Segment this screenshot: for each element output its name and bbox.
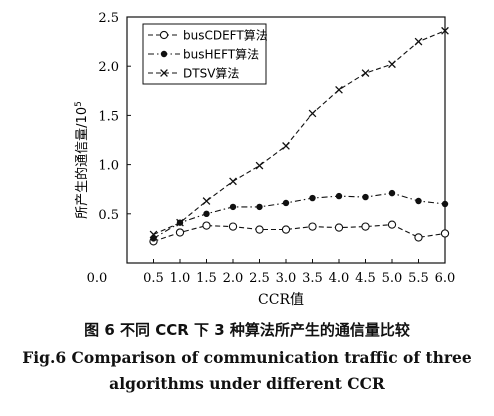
x-tick-label: 5.5 bbox=[408, 271, 429, 286]
data-point bbox=[441, 26, 449, 35]
x-tick-label: 3.0 bbox=[276, 271, 297, 286]
series-line bbox=[153, 30, 446, 236]
series-2 bbox=[150, 189, 449, 242]
x-axis-label: CCR值 bbox=[258, 292, 304, 308]
x-tick-label: 5.0 bbox=[382, 271, 403, 286]
y-axis-label: 所产生的通信量/105 bbox=[74, 101, 90, 219]
data-point bbox=[440, 229, 450, 238]
data-point bbox=[229, 203, 237, 211]
x-tick-label: 0.5 bbox=[143, 271, 164, 286]
data-point bbox=[415, 197, 422, 205]
data-point bbox=[175, 228, 185, 237]
data-point bbox=[228, 222, 238, 231]
data-point bbox=[176, 218, 184, 227]
x-tick-label: 0.0 bbox=[87, 271, 108, 286]
data-point bbox=[387, 220, 397, 229]
data-point bbox=[441, 200, 449, 208]
series-line bbox=[153, 224, 446, 242]
data-point bbox=[361, 69, 370, 77]
data-point bbox=[308, 109, 317, 118]
data-point bbox=[362, 193, 369, 201]
y-tick-label: 1.0 bbox=[98, 159, 119, 174]
data-point bbox=[282, 199, 290, 207]
legend-marker bbox=[160, 69, 168, 77]
series-layer bbox=[149, 26, 450, 246]
data-point bbox=[150, 235, 157, 242]
data-point bbox=[334, 223, 344, 232]
data-point bbox=[229, 177, 237, 186]
figure-caption-chinese: 图 6 不同 CCR 下 3 种算法所产生的通信量比较 bbox=[84, 321, 410, 339]
y-tick-label: 0.5 bbox=[98, 208, 119, 223]
data-point bbox=[203, 210, 210, 217]
legend-marker bbox=[160, 50, 168, 58]
legend-label: busHEFT算法 bbox=[183, 47, 259, 62]
x-tick-label: 3.5 bbox=[302, 271, 323, 286]
data-point bbox=[414, 233, 423, 242]
x-tick-label: 6.0 bbox=[435, 271, 456, 286]
line-chart: 0.0 0.5 1.0 1.5 2.0 2.5 3.0 3.5 4.0 4.5 5.0 5.5 6.0 0… bbox=[74, 11, 456, 308]
data-point bbox=[202, 197, 211, 205]
y-tick-label: 1.5 bbox=[98, 109, 119, 124]
series-line bbox=[153, 192, 446, 239]
data-point bbox=[309, 194, 316, 202]
legend-marker bbox=[159, 30, 169, 40]
y-tick-label: 2.5 bbox=[98, 11, 119, 26]
legend-label: DTSV算法 bbox=[183, 66, 239, 81]
y-axis-label-text: 所产生的通信量/10 bbox=[74, 107, 90, 219]
data-point bbox=[335, 192, 343, 200]
data-point bbox=[388, 60, 396, 69]
data-point bbox=[361, 222, 370, 231]
series-3 bbox=[149, 26, 449, 239]
data-point bbox=[388, 189, 396, 197]
x-tick-label: 2.0 bbox=[223, 271, 244, 286]
data-point bbox=[255, 161, 264, 170]
y-tick-label: 2.0 bbox=[98, 60, 119, 75]
series-1 bbox=[149, 220, 450, 246]
data-point bbox=[308, 222, 317, 231]
data-point bbox=[281, 225, 291, 234]
data-point bbox=[414, 37, 423, 46]
data-point bbox=[149, 230, 158, 239]
x-tick-label: 1.0 bbox=[170, 271, 191, 286]
data-point bbox=[202, 221, 211, 230]
y-axis-label-exponent: 5 bbox=[74, 101, 84, 107]
chart-legend: busCDEFT算法 busHEFT算法 DTSV算法 bbox=[142, 23, 268, 85]
x-tick-label: 1.5 bbox=[196, 271, 217, 286]
x-tick-label: 4.0 bbox=[329, 271, 350, 286]
data-point bbox=[282, 142, 290, 150]
data-point bbox=[256, 203, 263, 211]
x-tick-label: 4.5 bbox=[355, 271, 376, 286]
chart-axes: 0.0 0.5 1.0 1.5 2.0 2.5 3.0 3.5 4.0 4.5 5.0 5.5 6.0 0… bbox=[87, 11, 456, 286]
data-point bbox=[255, 225, 264, 234]
data-point bbox=[335, 85, 343, 94]
figure-caption-english-line2: algorithms under different CCR bbox=[109, 374, 385, 393]
x-tick-label: 2.5 bbox=[249, 271, 270, 286]
figure-caption-english-line1: Fig.6 Comparison of communication traffi… bbox=[22, 348, 472, 367]
legend-label: busCDEFT算法 bbox=[183, 28, 268, 43]
